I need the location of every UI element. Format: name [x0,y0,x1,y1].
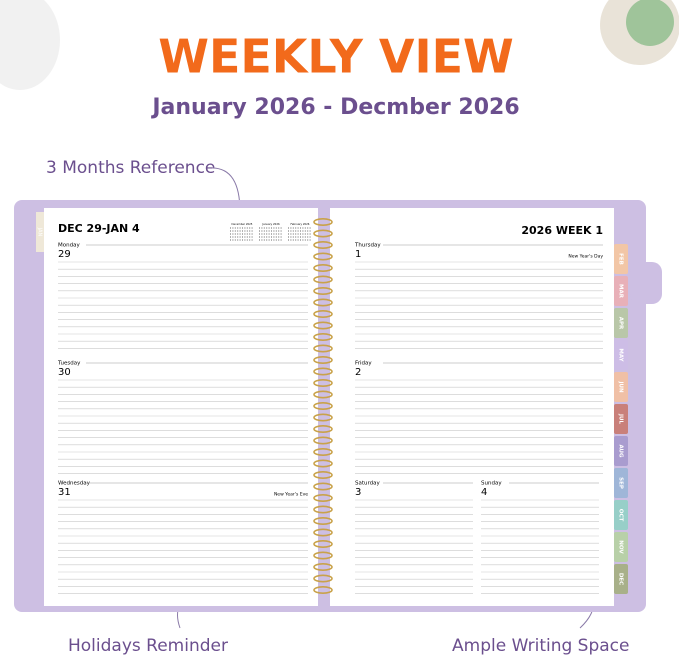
day-date: 31 [58,487,71,498]
mini-calendar-title: December 2025 [232,222,253,226]
spiral-ring [313,574,333,583]
holiday: New Year's Day [568,254,603,260]
page-heading: 2026 WEEK 1 [521,224,603,237]
spiral-ring [313,528,333,537]
spiral-ring [313,241,333,250]
day-date: 2 [355,367,361,378]
spiral-ring [313,344,333,353]
day-name: Wednesday [58,481,91,487]
callout: 3 Months Reference [46,158,215,178]
tab-label: JAN [37,227,43,237]
tab [614,340,628,370]
tab [36,212,44,252]
tab-label: AUG [618,444,624,458]
tab [614,500,628,530]
spiral-ring [313,424,333,433]
tab [614,372,628,402]
tab [614,244,628,274]
spiral-ring [313,436,333,445]
spiral-ring [313,252,333,261]
spiral-ring [313,447,333,456]
spiral-ring [313,275,333,284]
spiral-ring [313,551,333,560]
day-date: 29 [58,249,71,260]
spiral-ring [313,367,333,376]
tab [614,308,628,338]
right-page [330,208,614,606]
mini-calendar-title: January 2026 [261,222,280,226]
earbuds-decor [0,0,60,90]
tab-label: FEB [618,253,624,265]
tab-label: SEP [618,477,624,489]
page-heading: DEC 29-JAN 4 [58,222,140,235]
tab-label: OCT [618,509,624,522]
day-name: Tuesday [57,361,81,367]
spiral-ring [313,321,333,330]
spiral-ring [313,493,333,502]
tab [614,468,628,498]
spiral-ring [313,332,333,341]
tab-label: MAR [618,284,624,299]
callout: Holidays Reminder [68,636,228,656]
tab-label: MAY [618,348,624,362]
spiral-ring [313,482,333,491]
day-date: 1 [355,249,361,260]
subtitle: January 2026 - Decmber 2026 [150,95,519,120]
tab [614,276,628,306]
spiral-ring [313,378,333,387]
tab [614,564,628,594]
mini-calendar-title: February 2026 [291,222,310,226]
spiral-ring [313,470,333,479]
tab-label: APR [618,317,624,330]
spiral-ring [313,585,333,594]
tab [614,532,628,562]
spiral-ring [313,286,333,295]
day-date: 4 [481,487,487,498]
tab [614,436,628,466]
spiral-ring [313,516,333,525]
strap [630,262,662,304]
plant-leaves [626,0,674,46]
spiral-ring [313,229,333,238]
day-name: Friday [355,361,372,367]
tab [614,404,628,434]
spiral-ring [313,309,333,318]
tab-label: DEC [618,573,624,585]
tab-label: JUL [618,413,624,425]
day-name: Monday [58,243,80,249]
title: WEEKLY VIEW [158,30,514,84]
spiral-ring [313,218,333,227]
spiral-ring [313,390,333,399]
day-name: Thursday [354,243,381,249]
spiral-ring [313,562,333,571]
spiral-ring [313,539,333,548]
day-date: 3 [355,487,361,498]
callout: Ample Writing Space [452,636,630,656]
spiral-ring [313,263,333,272]
spiral-ring [313,298,333,307]
spiral-ring [313,413,333,422]
day-date: 30 [58,367,71,378]
spiral-ring [313,505,333,514]
spiral-ring [313,459,333,468]
day-name: Saturday [355,481,381,487]
day-name: Sunday [481,481,502,487]
spiral-ring [313,355,333,364]
tab-label: NOV [618,540,624,554]
left-page [44,208,318,606]
tab-label: JUN [618,380,624,393]
holiday: New Year's Eve [274,492,308,498]
spiral-ring [313,401,333,410]
